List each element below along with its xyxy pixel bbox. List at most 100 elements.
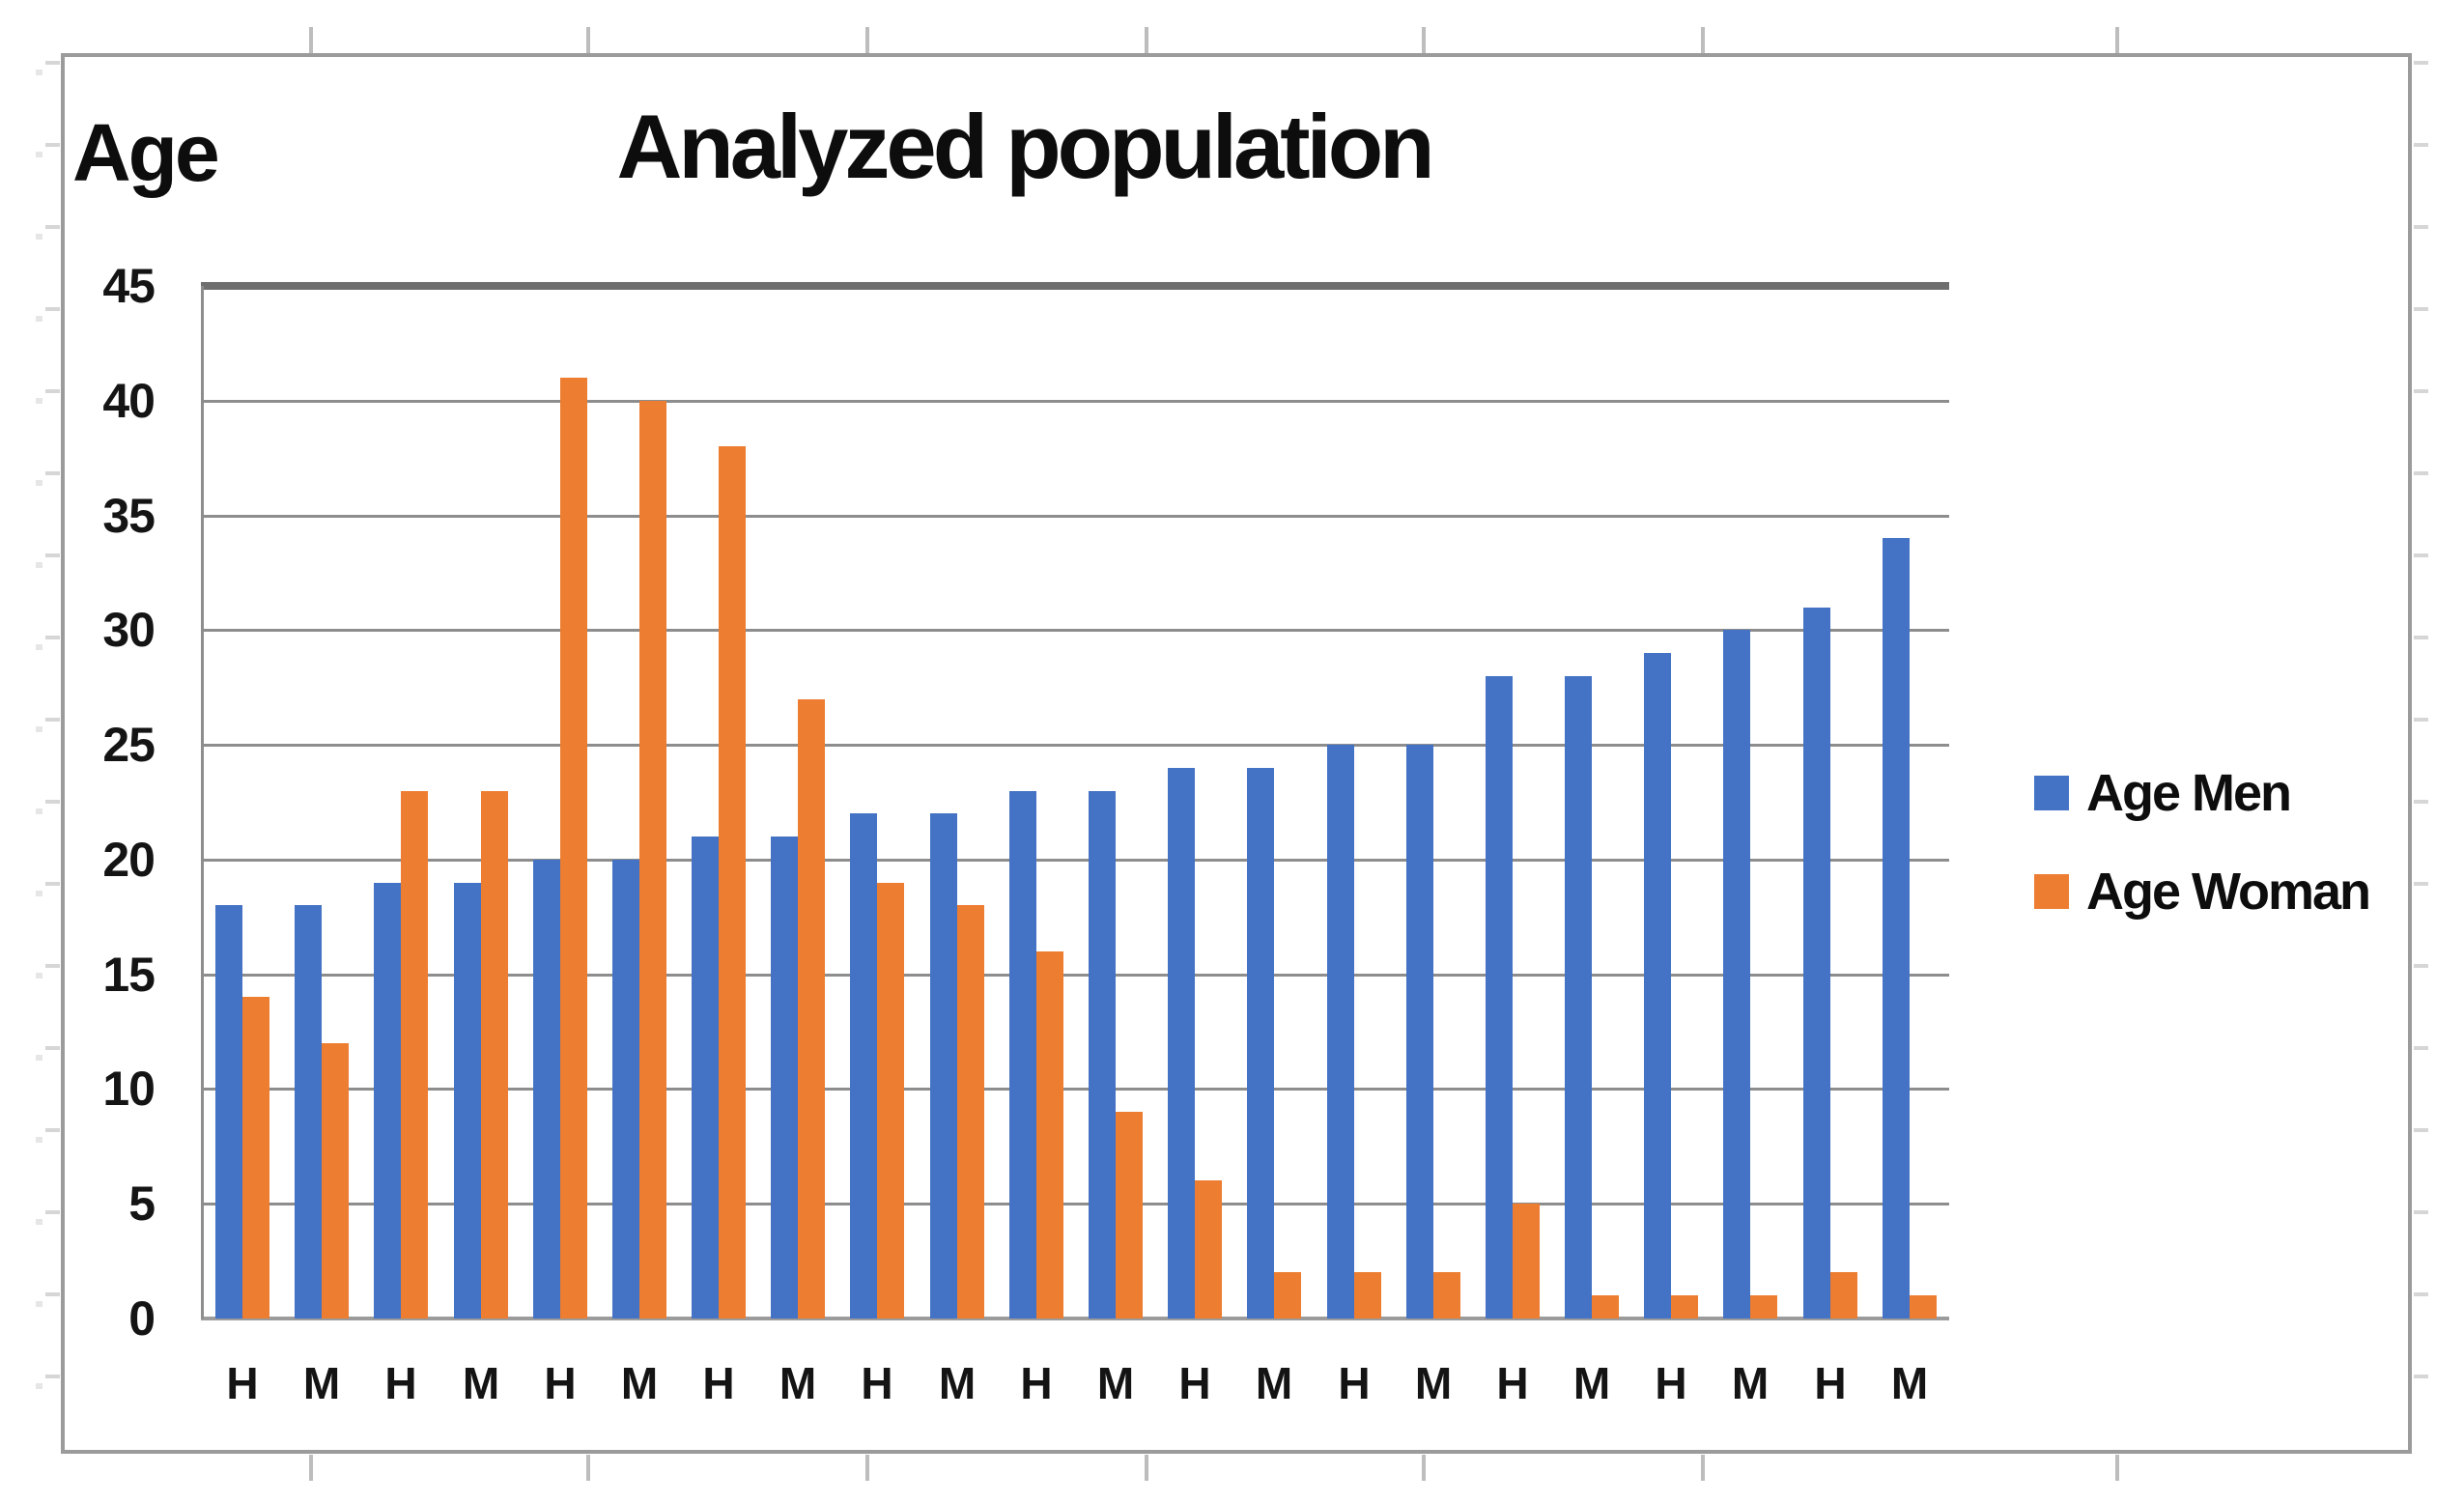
y-tick-label-15: 15: [102, 948, 156, 1002]
x-label-17: M: [1572, 1358, 1611, 1408]
outer-tick-top-5: [1701, 27, 1705, 53]
outer-tick-bottom-5: [1701, 1455, 1705, 1481]
outer-tick-top-6: [2115, 27, 2119, 53]
outer-tick-left-dot-0: [36, 70, 42, 75]
x-label-15: M: [1414, 1358, 1453, 1408]
outer-tick-left-dot-16: [36, 1383, 42, 1389]
x-label-7: M: [779, 1358, 817, 1408]
legend-item-age-men: Age Men: [2034, 764, 2292, 822]
outer-tick-right-5: [2414, 471, 2428, 475]
outer-tick-bottom-3: [1145, 1455, 1148, 1481]
outer-tick-left-5: [45, 471, 60, 475]
outer-tick-left-16: [45, 1375, 60, 1378]
outer-tick-bottom-6: [2115, 1455, 2119, 1481]
x-label-13: M: [1255, 1358, 1293, 1408]
x-label-5: M: [620, 1358, 659, 1408]
x-label-16: H: [1496, 1358, 1529, 1408]
outer-tick-right-10: [2414, 882, 2428, 886]
outer-tick-left-10: [45, 882, 60, 886]
y-axis-title: Age: [72, 107, 220, 198]
x-label-18: H: [1655, 1358, 1687, 1408]
outer-tick-left-dot-5: [36, 480, 42, 486]
outer-tick-bottom-4: [1422, 1455, 1426, 1481]
y-tick-label-35: 35: [102, 489, 156, 543]
outer-tick-right-2: [2414, 225, 2428, 229]
x-label-0: H: [226, 1358, 259, 1408]
x-label-2: H: [384, 1358, 417, 1408]
outer-tick-left-13: [45, 1128, 60, 1132]
y-tick-label-20: 20: [102, 833, 156, 887]
x-label-10: H: [1020, 1358, 1053, 1408]
outer-tick-top-2: [865, 27, 869, 53]
outer-tick-left-6: [45, 553, 60, 557]
legend-swatch-age-men: [2034, 776, 2069, 810]
x-label-4: H: [544, 1358, 577, 1408]
x-label-21: M: [1890, 1358, 1929, 1408]
outer-tick-left-0: [45, 61, 60, 65]
outer-tick-right-11: [2414, 964, 2428, 968]
outer-tick-right-7: [2414, 636, 2428, 639]
outer-tick-top-0: [309, 27, 313, 53]
outer-tick-left-dot-2: [36, 234, 42, 240]
outer-tick-top-3: [1145, 27, 1148, 53]
x-label-19: M: [1731, 1358, 1770, 1408]
outer-tick-right-4: [2414, 389, 2428, 393]
legend-label: Age Men: [2086, 764, 2292, 822]
outer-tick-left-12: [45, 1046, 60, 1050]
outer-tick-left-9: [45, 800, 60, 804]
outer-tick-left-dot-10: [36, 891, 42, 896]
x-label-3: M: [462, 1358, 500, 1408]
outer-tick-left-7: [45, 636, 60, 639]
outer-tick-bottom-1: [586, 1455, 590, 1481]
outer-tick-left-8: [45, 718, 60, 722]
x-label-6: H: [702, 1358, 735, 1408]
outer-tick-top-1: [586, 27, 590, 53]
outer-tick-left-15: [45, 1292, 60, 1296]
outer-tick-left-3: [45, 307, 60, 311]
outer-tick-left-dot-9: [36, 808, 42, 814]
y-tick-label-30: 30: [102, 603, 156, 657]
outer-tick-left-14: [45, 1210, 60, 1214]
y-tick-label-10: 10: [102, 1062, 156, 1116]
outer-tick-right-12: [2414, 1046, 2428, 1050]
x-label-11: M: [1096, 1358, 1135, 1408]
y-tick-label-0: 0: [128, 1291, 156, 1346]
outer-tick-left-1: [45, 143, 60, 147]
outer-tick-right-8: [2414, 718, 2428, 722]
legend-swatch-age-woman: [2034, 874, 2069, 909]
chart-title: Analyzed population: [616, 96, 1434, 197]
outer-tick-left-dot-13: [36, 1137, 42, 1143]
x-label-20: H: [1814, 1358, 1847, 1408]
outer-tick-left-dot-12: [36, 1055, 42, 1061]
y-tick-label-25: 25: [102, 718, 156, 772]
legend-item-age-woman: Age Woman: [2034, 863, 2371, 921]
outer-tick-right-9: [2414, 800, 2428, 804]
outer-tick-right-1: [2414, 143, 2428, 147]
y-tick-label-5: 5: [128, 1177, 156, 1231]
x-label-1: M: [302, 1358, 341, 1408]
outer-tick-left-dot-14: [36, 1219, 42, 1225]
legend-label: Age Woman: [2086, 863, 2371, 921]
outer-tick-right-14: [2414, 1210, 2428, 1214]
x-label-14: H: [1338, 1358, 1371, 1408]
outer-tick-right-6: [2414, 553, 2428, 557]
outer-tick-left-dot-3: [36, 316, 42, 322]
outer-tick-bottom-0: [309, 1455, 313, 1481]
outer-tick-left-4: [45, 389, 60, 393]
outer-tick-left-dot-1: [36, 152, 42, 157]
outer-tick-left-dot-8: [36, 726, 42, 732]
outer-tick-right-13: [2414, 1128, 2428, 1132]
outer-tick-left-dot-6: [36, 562, 42, 568]
outer-tick-left-dot-4: [36, 398, 42, 404]
outer-tick-right-3: [2414, 307, 2428, 311]
outer-tick-right-0: [2414, 61, 2428, 65]
outer-tick-left-dot-11: [36, 973, 42, 978]
y-tick-label-40: 40: [102, 374, 156, 428]
outer-tick-top-4: [1422, 27, 1426, 53]
outer-tick-right-16: [2414, 1375, 2428, 1378]
outer-tick-left-dot-15: [36, 1301, 42, 1307]
outer-tick-left-2: [45, 225, 60, 229]
outer-tick-left-dot-7: [36, 644, 42, 650]
outer-tick-right-15: [2414, 1292, 2428, 1296]
